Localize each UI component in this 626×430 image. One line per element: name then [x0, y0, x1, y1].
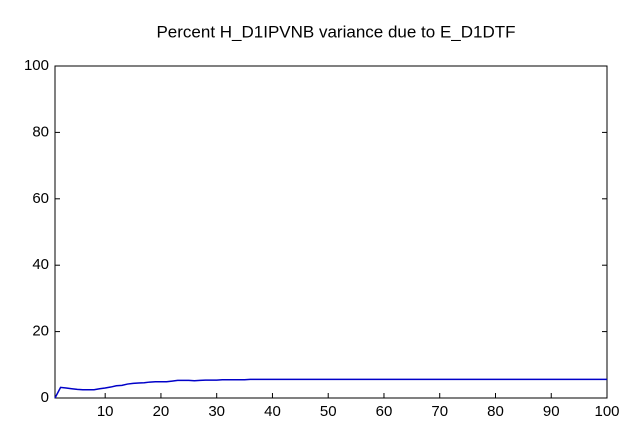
plot-frame — [54, 65, 608, 399]
chart-title: Percent H_D1IPVNB variance due to E_D1DT… — [156, 22, 515, 41]
x-tick-label: 70 — [431, 403, 448, 420]
x-tick-label: 80 — [487, 403, 504, 420]
x-tick-label: 50 — [320, 403, 337, 420]
x-tick-label: 90 — [543, 403, 560, 420]
x-tick-label: 100 — [594, 403, 619, 420]
x-tick-label: 30 — [208, 403, 225, 420]
y-tick-label: 40 — [32, 256, 49, 273]
x-tick-label: 10 — [97, 403, 114, 420]
x-tick-label: 40 — [264, 403, 281, 420]
y-tick-label: 100 — [24, 57, 49, 74]
x-tick-label: 20 — [153, 403, 170, 420]
line-series — [54, 378, 607, 399]
y-tick-label: 80 — [32, 123, 49, 140]
y-tick-label: 0 — [41, 389, 49, 406]
y-tick-label: 20 — [32, 323, 49, 340]
y-tick-label: 60 — [32, 190, 49, 207]
x-tick-label: 60 — [376, 403, 393, 420]
